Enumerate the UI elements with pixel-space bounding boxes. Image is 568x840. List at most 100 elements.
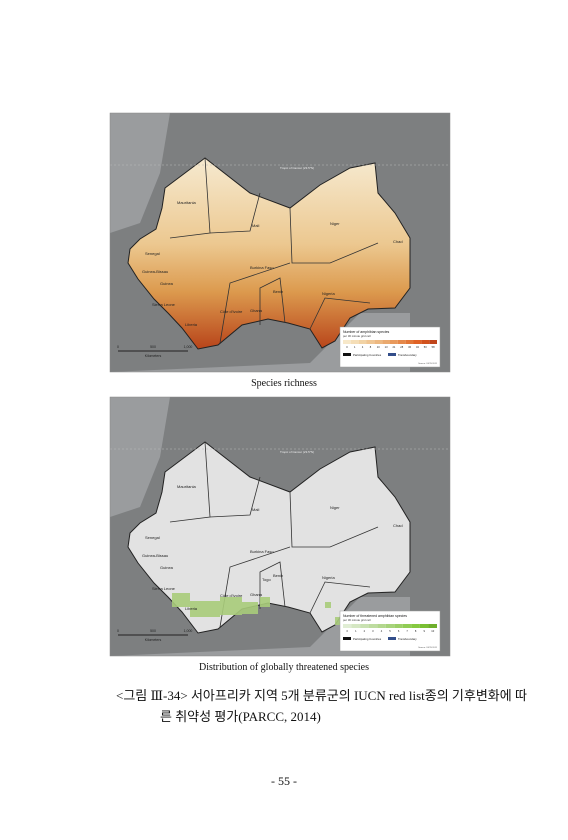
- legend-item-swatch: [343, 353, 351, 356]
- figure-caption: 른 취약성 평가(PARCC, 2014): [160, 709, 321, 724]
- legend-swatch: [385, 624, 395, 628]
- country-label: Togo: [262, 577, 271, 582]
- country-label: Guinea-Bissau: [142, 553, 168, 558]
- border: [219, 262, 291, 344]
- legend-box: [339, 326, 441, 368]
- legend-tick: 4: [381, 629, 383, 633]
- threat-patch: [220, 597, 242, 615]
- legend-swatch: [360, 624, 369, 628]
- border: [209, 476, 261, 518]
- legend-tick: 8: [370, 345, 372, 349]
- threat-patch: [335, 617, 343, 625]
- border: [289, 207, 379, 264]
- map-frame: [109, 396, 451, 657]
- threat-patch: [172, 593, 190, 607]
- country-label: Chad: [393, 523, 403, 528]
- legend-item: Transboundary: [398, 637, 417, 641]
- country-label: Niger: [330, 221, 340, 226]
- country-label: Burkina Faso: [250, 265, 274, 270]
- border: [209, 192, 261, 234]
- legend-swatch: [350, 340, 359, 344]
- legend-swatch: [405, 340, 414, 344]
- scale-label: 500: [150, 345, 156, 349]
- border: [309, 297, 371, 330]
- legend-tick: 1: [355, 629, 357, 633]
- legend-tick: 1: [354, 345, 356, 349]
- legend-swatch: [390, 340, 398, 344]
- legend-tick: 10: [431, 629, 434, 633]
- scale-label: 0: [117, 345, 119, 349]
- legend-tick: 0: [346, 345, 348, 349]
- legend-tick: 58: [432, 345, 435, 349]
- map: Tropic of Cancer (23.5°N) Mauritania Mali N…: [109, 396, 451, 657]
- legend-tick: 4: [362, 345, 364, 349]
- legend-item: Transboundary: [398, 353, 417, 357]
- tropic-label: Tropic of Cancer (23.5°N): [280, 166, 314, 170]
- legend-source: Source: IUCN 2011: [418, 646, 438, 649]
- scale-label: 1,000: [184, 629, 193, 633]
- legend-item-swatch: [388, 637, 396, 640]
- legend-swatch: [366, 340, 375, 344]
- legend-swatch: [394, 624, 403, 628]
- country-label: Côte d'Ivoire: [220, 593, 243, 598]
- country-label: Liberia: [185, 322, 198, 327]
- threat-patch: [242, 602, 258, 614]
- tropic-label: Tropic of Cancer (23.5°N): [280, 450, 314, 454]
- legend-tick: 13: [385, 345, 388, 349]
- legend-swatch: [377, 624, 386, 628]
- legend-item-swatch: [388, 353, 396, 356]
- scale-label: 1,000: [184, 345, 193, 349]
- border: [259, 277, 286, 325]
- legend-tick: 5: [389, 629, 391, 633]
- country-label: Guinea-Bissau: [142, 269, 168, 274]
- country-label: Senegal: [145, 251, 160, 256]
- country-label: Guinea: [160, 565, 174, 570]
- legend-swatch: [374, 340, 383, 344]
- legend-source: Source: IUCN 2011: [418, 362, 438, 365]
- country-label: Mali: [252, 223, 259, 228]
- country-label: Burkina Faso: [250, 549, 274, 554]
- country-label: Benin: [273, 289, 283, 294]
- page-number: - 55 -: [271, 774, 297, 788]
- legend-swatch: [343, 624, 352, 628]
- country-label: Senegal: [145, 535, 160, 540]
- legend-tick: 50: [424, 345, 427, 349]
- country-label: Sierra Leone: [152, 302, 176, 307]
- legend-swatch: [419, 624, 429, 628]
- legend-title: Number of threatened amphibian species: [343, 614, 407, 618]
- legend-swatch: [358, 340, 367, 344]
- legend-tick: 0: [347, 629, 349, 633]
- country-label: Liberia: [185, 606, 198, 611]
- legend-tick: 9: [423, 629, 425, 633]
- country-label: Benin: [273, 573, 283, 578]
- country-label: Guinea: [160, 281, 174, 286]
- country-label: Chad: [393, 239, 403, 244]
- country-label: Mali: [252, 507, 259, 512]
- country-label: Sierra Leone: [152, 586, 176, 591]
- region: [127, 441, 411, 634]
- legend-swatch: [382, 340, 390, 344]
- scale-label: 0: [117, 629, 119, 633]
- country-label: Côte d'Ivoire: [220, 309, 243, 314]
- country-label: Mauritania: [177, 200, 196, 205]
- threat-patch: [260, 597, 270, 607]
- legend-tick: 7: [406, 629, 408, 633]
- country-label: Nigeria: [322, 291, 335, 296]
- threat-patch: [325, 602, 331, 608]
- legend-box: [339, 610, 441, 652]
- legend-item: Participating Countries: [353, 353, 382, 357]
- legend-swatch: [351, 624, 361, 628]
- scale-label: 500: [150, 629, 156, 633]
- legend-swatch: [413, 340, 422, 344]
- legend-title: Number of amphibian species: [343, 330, 390, 334]
- legend-tick: 36: [408, 345, 411, 349]
- legend-tick: 2: [364, 629, 366, 633]
- legend-swatch: [429, 340, 437, 344]
- map: Tropic of Cancer (23.5°N) Mauritania Mali N…: [109, 112, 451, 373]
- country-label: Mauritania: [177, 484, 196, 489]
- map-frame: [109, 112, 451, 373]
- legend-tick: 28: [400, 345, 403, 349]
- legend-swatch: [402, 624, 412, 628]
